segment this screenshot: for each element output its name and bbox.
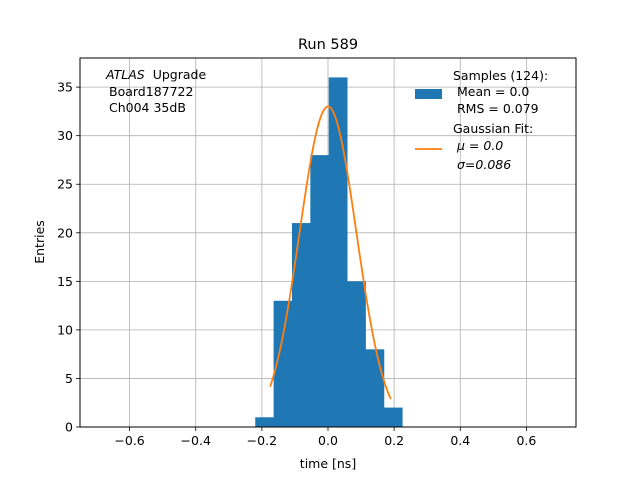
- y-tick-label: 30: [57, 128, 73, 143]
- y-tick-label: 10: [57, 322, 73, 337]
- histogram-bar: [347, 281, 366, 427]
- channel-label: Ch004 35dB: [109, 100, 186, 115]
- x-tick-label: −0.6: [114, 433, 144, 448]
- histogram-bar: [255, 417, 275, 427]
- x-axis-ticks: −0.6 −0.4 −0.2 0.0 0.2 0.4 0.6: [114, 427, 536, 448]
- x-tick-label: 0.4: [450, 433, 470, 448]
- histogram-bars: [255, 77, 403, 427]
- legend: Samples (124): Mean = 0.0 RMS = 0.079 Ga…: [415, 68, 548, 172]
- upgrade-label: Upgrade: [153, 67, 207, 82]
- legend-fit-title: Gaussian Fit:: [453, 121, 533, 136]
- x-tick-label: 0.0: [318, 433, 338, 448]
- y-tick-label: 25: [57, 177, 73, 192]
- gaussian-fit: [269, 105, 392, 400]
- y-tick-label: 35: [57, 80, 73, 95]
- y-axis-label: Entries: [32, 220, 47, 264]
- legend-fit-sigma: σ=0.086: [457, 157, 511, 172]
- histogram-bar: [310, 155, 330, 427]
- y-tick-label: 20: [57, 225, 73, 240]
- x-tick-label: −0.4: [181, 433, 211, 448]
- atlas-annotation: ATLAS Upgrade Board187722 Ch004 35dB: [105, 67, 206, 115]
- y-tick-label: 5: [65, 371, 73, 386]
- legend-samples-rms: RMS = 0.079: [457, 101, 539, 116]
- x-axis-label: time [ns]: [300, 456, 356, 471]
- gaussian-fit-curve: [269, 105, 392, 400]
- x-tick-label: 0.6: [516, 433, 536, 448]
- svg-text:ATLAS Upgrade: ATLAS Upgrade: [105, 67, 206, 82]
- legend-samples-swatch: [415, 89, 442, 99]
- x-tick-label: −0.2: [247, 433, 277, 448]
- x-tick-label: 0.2: [384, 433, 404, 448]
- y-tick-label: 15: [57, 274, 73, 289]
- histogram-bar: [328, 77, 348, 427]
- histogram-bar: [291, 223, 311, 427]
- board-label: Board187722: [109, 84, 193, 99]
- chart-title: Run 589: [298, 37, 358, 53]
- legend-samples-title: Samples (124):: [453, 68, 548, 83]
- histogram-bar: [383, 407, 403, 427]
- histogram-bar: [273, 300, 293, 427]
- legend-samples-mean: Mean = 0.0: [457, 84, 529, 99]
- y-tick-label: 0: [65, 420, 73, 435]
- legend-fit-mu: μ = 0.0: [456, 138, 503, 153]
- y-axis-ticks: 0 5 10 15 20 25 30 35: [57, 80, 80, 435]
- histogram-bar: [365, 349, 385, 427]
- atlas-label: ATLAS: [105, 67, 145, 82]
